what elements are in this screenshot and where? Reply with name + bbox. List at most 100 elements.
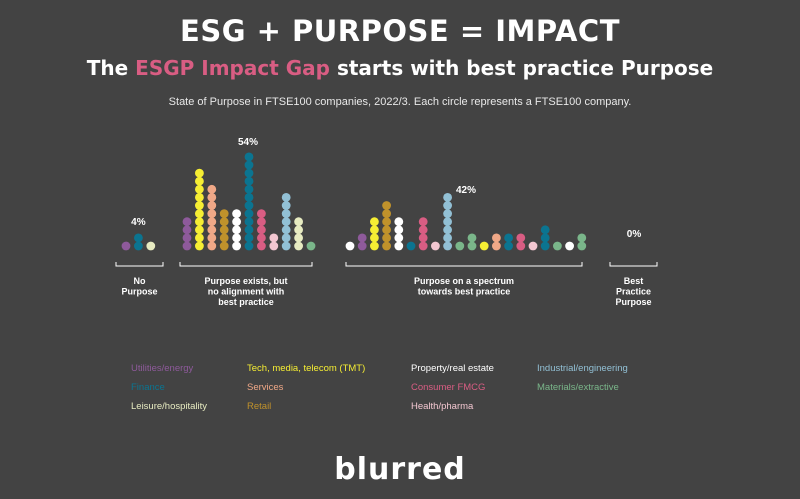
company-dot — [257, 209, 266, 219]
subtitle-prefix: The — [86, 56, 129, 80]
company-dot — [443, 241, 452, 251]
company-dot — [195, 193, 204, 202]
company-dot — [382, 233, 391, 243]
company-dot — [257, 233, 266, 243]
company-dot — [182, 233, 192, 243]
chart-caption: State of Purpose in FTSE100 companies, 2… — [168, 96, 632, 108]
group-percent-label: 42% — [456, 185, 476, 196]
company-dot — [195, 209, 204, 219]
company-dot — [281, 193, 291, 202]
company-dot — [244, 233, 254, 243]
company-dot — [281, 217, 291, 227]
company-dot — [528, 241, 538, 251]
company-dot — [244, 193, 254, 202]
company-dot — [382, 209, 391, 219]
company-dot — [418, 241, 428, 251]
company-dot — [219, 217, 229, 227]
group-label: best practice — [218, 297, 274, 307]
company-dot — [553, 241, 562, 251]
company-dot — [443, 209, 452, 219]
company-dot — [382, 225, 391, 235]
company-dot — [540, 233, 550, 243]
company-dot — [516, 233, 526, 243]
company-dot — [257, 217, 266, 227]
group-label: no alignment with — [208, 287, 285, 297]
company-dot — [269, 241, 279, 251]
company-dot — [244, 201, 254, 210]
group-bracket — [609, 262, 658, 267]
company-dot — [244, 152, 254, 162]
company-dot — [244, 217, 254, 227]
company-dot — [207, 225, 217, 235]
company-dot — [195, 241, 204, 251]
subtitle-suffix: starts with best practice Purpose — [336, 56, 714, 80]
company-dot — [134, 241, 143, 251]
group-bracket — [179, 262, 313, 267]
group-label: Purpose on a spectrum — [414, 276, 514, 286]
group-label: towards best practice — [418, 287, 511, 297]
legend-item: Property/real estate — [411, 363, 494, 374]
company-dot — [219, 225, 229, 235]
company-dot — [182, 217, 192, 227]
company-dot — [281, 209, 291, 219]
company-dot — [207, 241, 217, 251]
company-dot — [195, 184, 204, 194]
group-bracket — [345, 262, 583, 267]
company-dot — [577, 241, 587, 251]
company-dot — [504, 241, 513, 251]
company-dot — [516, 241, 526, 251]
company-dot — [195, 225, 204, 235]
company-dot — [492, 233, 501, 243]
company-dot — [244, 176, 254, 186]
company-dot — [207, 184, 217, 194]
company-dot — [504, 233, 513, 243]
company-dot — [182, 241, 192, 251]
company-dot — [467, 233, 477, 243]
company-dot — [370, 217, 379, 227]
company-dot — [418, 225, 428, 235]
company-dot — [431, 241, 440, 251]
group-label: Purpose — [121, 287, 157, 297]
company-dot — [195, 233, 204, 243]
company-dot — [195, 168, 204, 178]
group-percent-label: 4% — [131, 217, 146, 228]
company-dot — [269, 233, 279, 243]
company-dot — [232, 209, 242, 219]
company-dot — [306, 241, 316, 251]
company-dot — [357, 241, 367, 251]
company-dot — [232, 217, 242, 227]
group-label: Best — [624, 276, 644, 286]
legend-item: Health/pharma — [411, 401, 474, 412]
company-dot — [281, 241, 291, 251]
company-dot — [207, 233, 217, 243]
company-dot — [443, 225, 452, 235]
company-dot — [207, 193, 217, 202]
company-dot — [455, 241, 465, 251]
company-dot — [382, 217, 391, 227]
company-dot — [219, 241, 229, 251]
group-bracket — [115, 262, 164, 267]
company-dot — [294, 225, 303, 235]
legend-item: Industrial/engineering — [537, 363, 628, 374]
legend-item: Utilities/energy — [131, 363, 194, 374]
company-dot — [146, 241, 156, 251]
company-dot — [370, 225, 379, 235]
company-dot — [195, 176, 204, 186]
group-label: No — [134, 276, 146, 286]
legend-item: Finance — [131, 382, 165, 393]
page-subtitle: The ESGP Impact Gap starts with best pra… — [0, 56, 800, 80]
company-dot — [443, 217, 452, 227]
page-title: ESG + PURPOSE = IMPACT — [180, 14, 620, 48]
company-dot — [281, 225, 291, 235]
company-dot — [467, 241, 477, 251]
group-label: Purpose — [615, 297, 651, 307]
subtitle-accent: ESGP Impact Gap — [135, 56, 330, 80]
company-dot — [294, 241, 303, 251]
company-dot — [382, 201, 391, 210]
company-dot — [121, 241, 131, 251]
company-dot — [294, 217, 303, 227]
group-percent-label: 0% — [627, 229, 642, 240]
company-dot — [443, 233, 452, 243]
company-dot — [370, 241, 379, 251]
company-dot — [281, 233, 291, 243]
